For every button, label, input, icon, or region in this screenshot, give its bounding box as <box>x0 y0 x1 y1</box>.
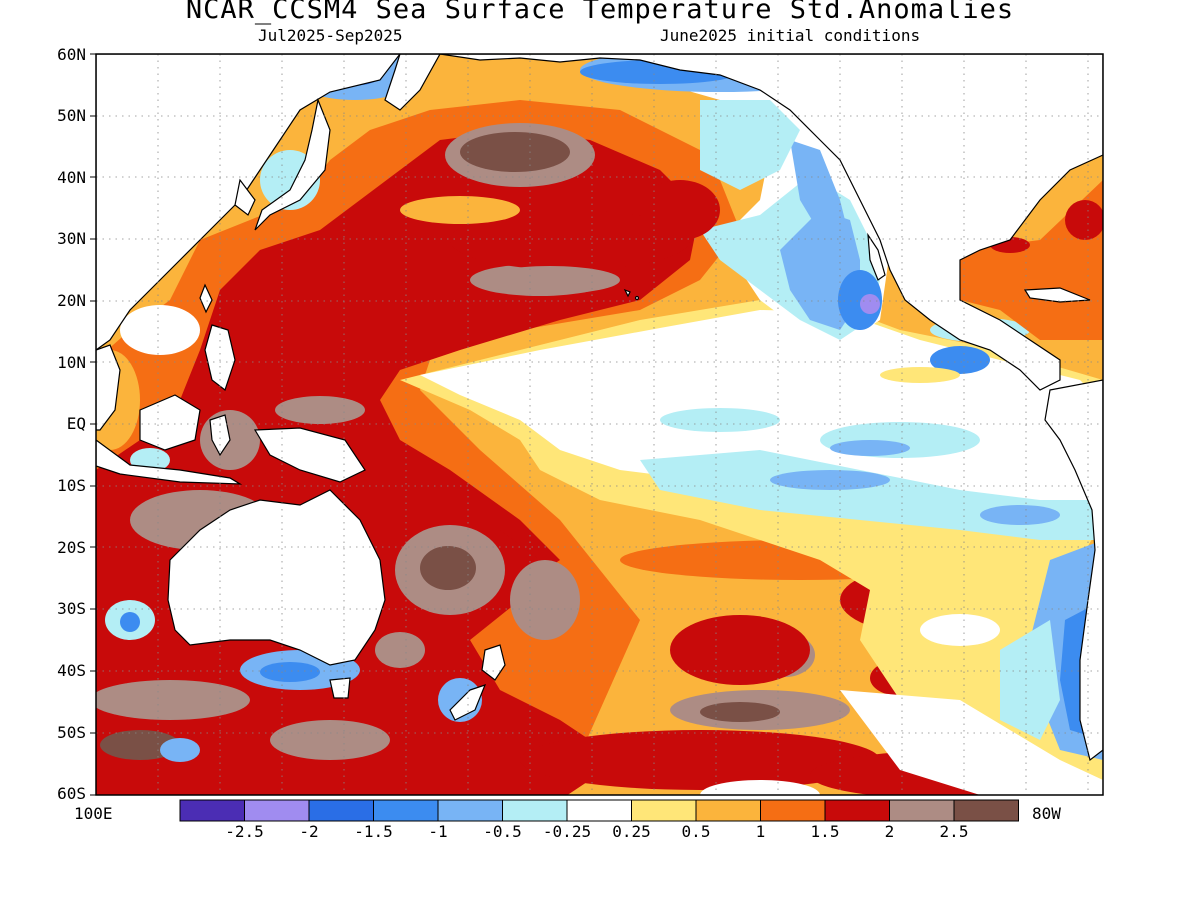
forecast-period: Jul2025-Sep2025 <box>258 26 403 45</box>
lat-label: 20N <box>57 291 86 310</box>
lat-label: 50N <box>57 106 86 125</box>
colorbar-tick-label: -0.25 <box>542 822 592 841</box>
lat-label: 10S <box>57 476 86 495</box>
colorbar-tick-label: 2 <box>884 822 895 841</box>
colorbar-tick-label: 1.5 <box>810 822 840 841</box>
colorbar-tick-label: 1 <box>755 822 766 841</box>
colorbar-tick-label: -1 <box>428 822 448 841</box>
lat-label: 30N <box>57 229 86 248</box>
lon-label-left: 100E <box>74 804 113 823</box>
colorbar-swatch <box>179 799 245 822</box>
colorbar-tick-label: -0.5 <box>483 822 522 841</box>
initial-conditions: June2025 initial conditions <box>660 26 921 45</box>
colorbar-swatch <box>695 799 761 822</box>
graticule <box>96 54 1103 795</box>
colorbar-swatch <box>760 799 826 822</box>
map-title: NCAR_CCSM4 Sea Surface Temperature Std.A… <box>185 0 1015 25</box>
coastlines <box>96 54 1103 762</box>
lat-ticks <box>90 53 96 796</box>
lat-label: 60S <box>57 784 86 803</box>
colorbar-tick-label: -2.5 <box>225 822 264 841</box>
colorbar-swatch <box>566 799 632 822</box>
lat-label: 30S <box>57 599 86 618</box>
colorbar-swatch <box>308 799 374 822</box>
colorbar-swatch <box>502 799 568 822</box>
lat-label: 10N <box>57 353 86 372</box>
colorbar-tick-label: -2 <box>299 822 319 841</box>
lat-label: EQ <box>66 414 86 433</box>
colorbar-tick-label: 0.5 <box>681 822 711 841</box>
colorbar-swatch <box>373 799 439 822</box>
colorbar <box>179 799 1019 822</box>
lon-label-right: 80W <box>1032 804 1061 823</box>
colorbar-swatch <box>631 799 697 822</box>
lat-label: 60N <box>57 45 86 64</box>
lat-label: 40N <box>57 168 86 187</box>
lat-label: 40S <box>57 661 86 680</box>
colorbar-tick-label: 2.5 <box>939 822 969 841</box>
lat-label: 20S <box>57 538 86 557</box>
colorbar-swatch <box>889 799 955 822</box>
colorbar-tick-label: 0.25 <box>612 822 651 841</box>
colorbar-tick-label: -1.5 <box>354 822 393 841</box>
colorbar-swatch <box>437 799 503 822</box>
colorbar-swatch <box>824 799 890 822</box>
colorbar-swatch <box>244 799 310 822</box>
lat-label: 50S <box>57 723 86 742</box>
colorbar-swatch <box>953 799 1019 822</box>
